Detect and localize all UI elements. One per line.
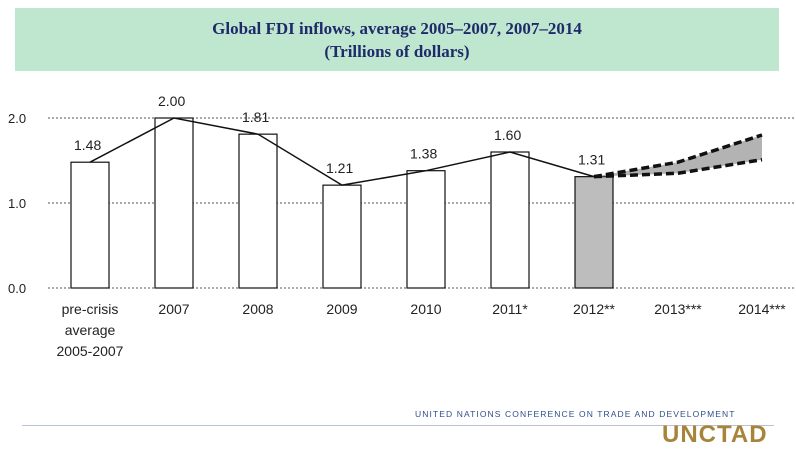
data-label: 1.38	[410, 146, 437, 162]
footer-org-text: UNITED NATIONS CONFERENCE ON TRADE AND D…	[415, 409, 736, 419]
chart-title-box: Global FDI inflows, average 2005–2007, 2…	[15, 8, 779, 71]
chart-subtitle: (Trillions of dollars)	[324, 41, 470, 61]
bar	[574, 176, 614, 289]
unctad-logo: UNCTAD	[662, 421, 768, 448]
data-label: 1.21	[326, 160, 353, 176]
x-tick-label: 2014***	[738, 301, 786, 317]
trend-line	[89, 117, 595, 186]
x-tick-label: 2009	[326, 301, 357, 317]
bar	[490, 151, 530, 289]
bar	[322, 184, 362, 289]
footer-divider	[22, 425, 774, 426]
projection-band	[594, 135, 762, 177]
projection-upper-line	[593, 133, 763, 179]
projection-lower-line	[593, 157, 763, 179]
data-label: 1.31	[578, 152, 605, 168]
x-tick-label: 2010	[410, 301, 441, 317]
x-tick-label: 2007	[158, 301, 189, 317]
x-tick-label: 2013***	[654, 301, 702, 317]
data-label: 1.81	[242, 109, 269, 125]
y-tick-label: 0.0	[8, 281, 26, 296]
x-tick-label: 2012**	[573, 301, 616, 317]
x-tick-label: pre-crisis average 2005-2007	[57, 301, 124, 359]
bar	[238, 133, 278, 289]
bar	[406, 170, 446, 289]
x-tick-label: 2011*	[492, 301, 528, 317]
data-label: 1.48	[74, 137, 101, 153]
chart-title: Global FDI inflows, average 2005–2007, 2…	[212, 18, 582, 38]
bar	[70, 161, 110, 289]
bar	[154, 117, 194, 289]
data-label: 1.60	[494, 127, 521, 143]
y-tick-label: 1.0	[8, 196, 26, 211]
data-label: 2.00	[158, 93, 185, 109]
y-tick-label: 2.0	[8, 111, 26, 126]
x-tick-label: 2008	[242, 301, 273, 317]
